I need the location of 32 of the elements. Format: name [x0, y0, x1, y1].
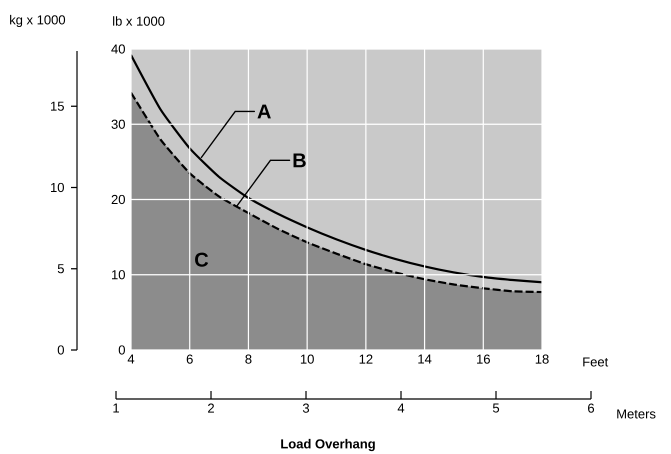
y-tick-label: 40: [111, 44, 125, 54]
x-tick-label: 12: [360, 354, 372, 364]
y2-axis-title: kg x 1000: [10, 14, 66, 28]
x2-tick-label: 1: [113, 404, 119, 412]
x2-axis-title: Meters: [617, 409, 656, 419]
x-tick-label: 18: [536, 354, 549, 364]
x-tick-label: 10: [300, 354, 314, 364]
y2-tick-label: 10: [51, 182, 64, 192]
y2-tick-label: 5: [58, 264, 64, 274]
annotation: A: [257, 104, 271, 118]
x2-tick-label: 4: [398, 404, 404, 412]
annotation: C: [195, 252, 208, 267]
x2-tick-label: 6: [588, 404, 594, 413]
y2-tick-label: 0: [58, 345, 64, 355]
y-tick-label: 10: [112, 270, 125, 280]
y-tick-label: 30: [112, 120, 125, 129]
y-tick-label: 0: [118, 345, 125, 355]
x-tick-label: 16: [477, 354, 490, 364]
line-series: [131, 54, 542, 284]
x-tick-label: 14: [418, 354, 432, 364]
y-axis-title: lb x 1000: [113, 16, 164, 26]
x-axis-title: Feet: [583, 357, 608, 367]
x-tick-label: 4: [128, 354, 134, 364]
y2-tick-label: 15: [51, 102, 64, 111]
x2-tick-label: 3: [302, 404, 310, 413]
x-tick-label: 6: [186, 354, 193, 364]
x2-tick-label: 2: [208, 404, 214, 413]
x-tick-label: 8: [245, 354, 252, 364]
annotation: B: [294, 153, 306, 168]
y-tick-label: 20: [112, 194, 125, 204]
text: Load Overhang: [281, 438, 375, 452]
x2-tick-label: 5: [492, 404, 500, 413]
